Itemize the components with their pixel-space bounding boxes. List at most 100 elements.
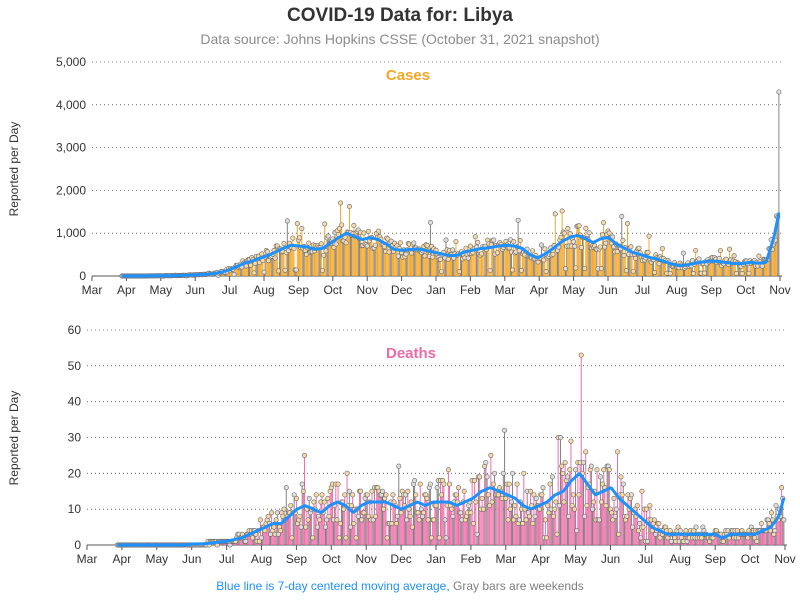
deaths-x-tick-label: Nov <box>356 552 377 566</box>
deaths-daily-bar <box>667 537 669 545</box>
cases-daily-bar <box>421 252 423 276</box>
cases-daily-bar <box>696 261 698 276</box>
cases-x-tick-label: Oct <box>323 283 342 297</box>
deaths-daily-point <box>598 499 604 505</box>
deaths-daily-point <box>359 517 365 523</box>
deaths-y-tick-label: 20 <box>68 466 82 480</box>
cases-daily-bar <box>715 259 717 276</box>
cases-daily-point <box>424 242 430 248</box>
deaths-daily-bar <box>554 509 556 545</box>
deaths-daily-bar <box>737 537 739 545</box>
deaths-daily-bar <box>765 530 767 545</box>
deaths-daily-bar <box>780 516 781 545</box>
deaths-daily-point <box>484 474 490 480</box>
deaths-daily-bar <box>778 509 780 545</box>
cases-daily-bar <box>370 238 372 276</box>
deaths-daily-bar <box>548 512 550 545</box>
cases-daily-bar <box>273 250 275 276</box>
deaths-daily-bar <box>651 530 653 545</box>
cases-moving-average-line <box>121 212 781 278</box>
deaths-daily-bar <box>338 537 340 545</box>
deaths-daily-bar <box>399 498 401 545</box>
deaths-daily-bar <box>331 484 333 545</box>
cases-daily-bar <box>482 246 484 276</box>
cases-daily-bar <box>459 253 461 276</box>
cases-daily-point <box>518 267 524 273</box>
deaths-daily-point <box>480 506 486 512</box>
deaths-daily-point <box>398 510 404 516</box>
deaths-daily-point <box>546 510 552 516</box>
cases-daily-bar <box>276 245 278 276</box>
deaths-daily-point <box>668 538 674 544</box>
deaths-daily-bar <box>620 476 622 545</box>
deaths-daily-point <box>434 485 440 491</box>
deaths-daily-bar <box>449 484 450 545</box>
cases-daily-bar <box>262 260 264 276</box>
cases-x-tick-label: Jul <box>222 283 237 297</box>
cases-daily-point <box>365 228 371 234</box>
deaths-daily-bar <box>698 537 700 545</box>
chart-footer-note: Blue line is 7-day centered moving avera… <box>0 579 800 593</box>
cases-daily-bar <box>416 249 418 276</box>
deaths-daily-bar <box>315 494 317 545</box>
deaths-daily-bar <box>307 519 309 545</box>
cases-daily-point <box>628 244 634 250</box>
cases-daily-point <box>510 267 516 273</box>
cases-daily-bar <box>464 257 466 276</box>
cases-y-tick-label: 0 <box>79 269 86 283</box>
deaths-daily-bar <box>419 484 421 545</box>
cases-daily-bar <box>438 259 440 276</box>
deaths-daily-bar <box>352 494 354 545</box>
cases-daily-bar <box>730 259 732 276</box>
deaths-daily-point <box>413 492 419 498</box>
deaths-daily-point <box>428 535 434 541</box>
cases-daily-bar <box>691 260 693 276</box>
deaths-daily-point <box>310 535 316 541</box>
deaths-daily-point <box>269 510 275 516</box>
deaths-daily-bar <box>292 512 294 545</box>
deaths-daily-point <box>584 503 590 509</box>
cases-daily-bar <box>568 245 570 276</box>
deaths-daily-point <box>612 513 618 519</box>
cases-daily-point <box>231 271 237 277</box>
cases-daily-bar <box>577 225 579 276</box>
deaths-daily-bar <box>604 487 606 545</box>
cases-daily-bar <box>606 234 608 276</box>
deaths-daily-bar <box>482 509 484 545</box>
deaths-daily-bar <box>562 473 564 545</box>
cases-daily-bar <box>300 247 302 276</box>
cases-daily-bar <box>388 252 390 276</box>
deaths-daily-point <box>343 535 349 541</box>
cases-daily-bar <box>546 258 548 276</box>
deaths-daily-point <box>616 531 622 537</box>
deaths-daily-bar <box>368 516 370 545</box>
cases-daily-bar <box>607 231 609 276</box>
deaths-daily-bar <box>569 469 571 545</box>
cases-daily-point <box>318 241 324 247</box>
deaths-daily-point <box>754 538 760 544</box>
cases-x-tick-label: Jul <box>635 283 650 297</box>
cases-daily-point <box>680 250 686 256</box>
deaths-daily-bar <box>288 512 289 545</box>
deaths-daily-point <box>361 510 367 516</box>
cases-daily-bar <box>469 246 471 276</box>
cases-daily-bar <box>277 270 279 276</box>
cases-daily-point <box>294 221 300 227</box>
cases-daily-bar <box>622 240 624 276</box>
deaths-daily-point <box>531 492 537 498</box>
deaths-daily-bar <box>532 523 534 545</box>
deaths-daily-bar <box>291 537 293 545</box>
cases-daily-point <box>281 241 287 247</box>
deaths-x-tick-label: Sep <box>705 552 727 566</box>
cases-daily-bar <box>514 252 516 276</box>
deaths-daily-point <box>298 524 304 530</box>
deaths-x-tick-label: Jun <box>182 552 201 566</box>
deaths-daily-point <box>574 528 580 534</box>
deaths-daily-bar <box>764 530 766 545</box>
deaths-daily-point <box>485 492 491 498</box>
cases-daily-bar <box>628 254 630 276</box>
deaths-daily-point <box>443 535 449 541</box>
deaths-daily-point <box>566 513 572 519</box>
deaths-daily-point <box>766 520 772 526</box>
deaths-daily-point <box>699 535 705 541</box>
